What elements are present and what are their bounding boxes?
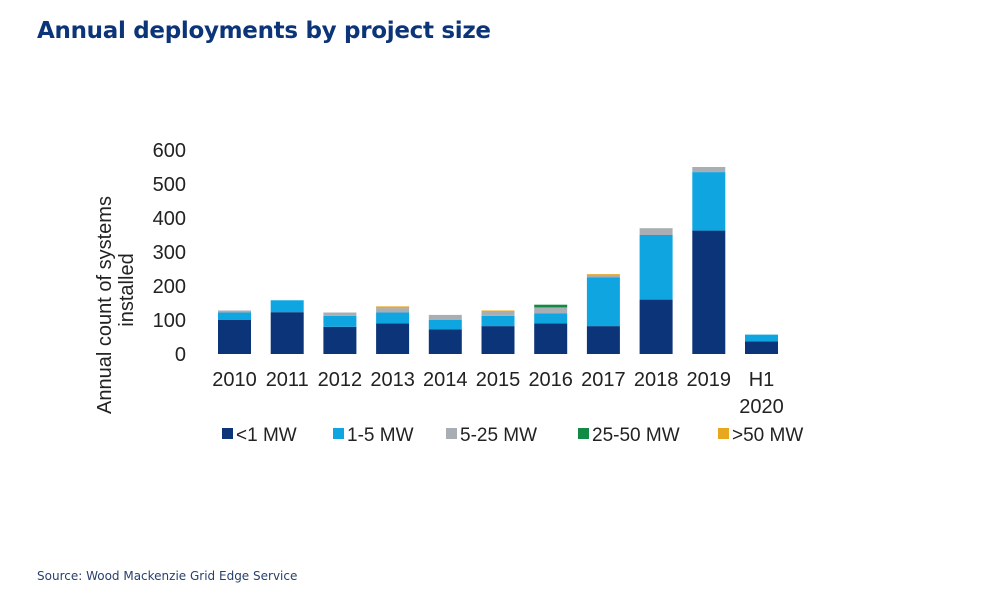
bar-segment — [534, 323, 568, 354]
legend: <1 MW 1-5 MW 5-25 MW 25-50 MW >50 MW — [222, 425, 803, 446]
y-axis-ticks: 0 100 200 300 400 500 600 — [153, 140, 186, 366]
bar-segment — [481, 326, 515, 354]
bar-segment — [428, 320, 462, 330]
bar-stack-2019 — [692, 167, 726, 354]
bar-segment — [639, 235, 673, 300]
y-tick-label: 500 — [153, 174, 186, 196]
legend-swatch — [222, 428, 233, 439]
y-tick-label: 200 — [153, 276, 186, 298]
bar-segment — [428, 314, 462, 320]
y-axis-title-line: Annual count of systems — [94, 196, 116, 414]
legend-label: 25-50 MW — [592, 425, 680, 446]
bar-segment — [376, 306, 410, 309]
bar-stack-h1-2020 — [745, 334, 778, 354]
legend-item: 1-5 MW — [333, 425, 414, 446]
legend-swatch — [446, 428, 457, 439]
bar-segment — [376, 308, 410, 313]
x-tick-label: 2019 — [687, 369, 732, 391]
bar-segment — [586, 274, 620, 278]
bar-segment — [745, 334, 778, 342]
bar-segment — [218, 320, 251, 354]
y-axis-title-line: installed — [116, 253, 138, 326]
y-tick-label: 600 — [153, 140, 186, 162]
x-tick-label: 2011 — [266, 369, 309, 391]
x-tick-label: 2015 — [476, 369, 521, 391]
bar-segment — [270, 312, 304, 354]
x-tick-label: 2012 — [318, 369, 363, 391]
y-tick-label: 300 — [153, 242, 186, 264]
legend-label: 5-25 MW — [460, 425, 537, 446]
bar-stack-2018 — [639, 228, 673, 354]
source-note: Source: Wood Mackenzie Grid Edge Service — [37, 569, 298, 583]
chart-title: Annual deployments by project size — [37, 18, 491, 44]
bar-segment — [218, 310, 251, 313]
bar-segment — [218, 312, 251, 320]
bar-segment — [323, 315, 357, 327]
bar-segment — [745, 341, 778, 354]
bar-segment — [534, 313, 568, 324]
x-tick-label: 2017 — [581, 369, 626, 391]
bar-segment — [428, 329, 462, 354]
bar-segment — [586, 274, 620, 275]
bar-segment — [692, 172, 726, 231]
bar-stack-2012 — [323, 312, 357, 354]
y-tick-label: 100 — [153, 310, 186, 332]
bar-segment — [534, 304, 568, 308]
legend-item: 25-50 MW — [578, 425, 680, 446]
legend-label: 1-5 MW — [347, 425, 414, 446]
legend-swatch — [718, 428, 729, 439]
bar-stack-2013 — [376, 306, 410, 354]
x-tick-label: H1 — [749, 369, 775, 391]
bar-stack-2010 — [218, 310, 251, 354]
y-tick-label: 0 — [175, 344, 186, 366]
bar-segment — [323, 326, 357, 354]
bar-stack-2014 — [428, 314, 462, 354]
bar-segment — [270, 300, 304, 313]
bar-stack-2016 — [534, 304, 568, 354]
bar-segment — [376, 312, 410, 324]
bar-segment — [692, 167, 726, 173]
legend-item: >50 MW — [718, 425, 803, 446]
bar-segment — [586, 326, 620, 354]
y-axis-title: Annual count of systems installed — [94, 196, 138, 414]
legend-item: 5-25 MW — [446, 425, 537, 446]
bars — [218, 167, 778, 354]
bar-segment — [586, 277, 620, 327]
bar-stack-2011 — [270, 300, 304, 354]
legend-item: <1 MW — [222, 425, 297, 446]
bar-segment — [481, 311, 515, 316]
bar-segment — [639, 228, 673, 235]
x-tick-label: 2016 — [528, 369, 573, 391]
bar-segment — [639, 299, 673, 354]
x-tick-label: 2010 — [212, 369, 257, 391]
legend-swatch — [333, 428, 344, 439]
x-tick-label: 2013 — [370, 369, 415, 391]
bar-stack-2015 — [481, 310, 515, 354]
legend-label: >50 MW — [732, 425, 803, 446]
x-tick-label: 2018 — [634, 369, 679, 391]
legend-label: <1 MW — [236, 425, 297, 446]
bar-segment — [481, 315, 515, 327]
y-tick-label: 400 — [153, 208, 186, 230]
bar-segment — [481, 310, 515, 312]
x-tick-label: 2014 — [423, 369, 468, 391]
x-tick-label: 2020 — [739, 396, 784, 418]
bar-segment — [534, 307, 568, 314]
legend-swatch — [578, 428, 589, 439]
bar-stack-2017 — [586, 274, 620, 354]
bar-segment — [376, 323, 410, 354]
x-axis-ticks: 2010 2011 2012 2013 2014 2015 2016 2017 2018 2019… — [212, 369, 784, 418]
bar-segment — [692, 230, 726, 354]
bar-segment — [323, 312, 357, 316]
